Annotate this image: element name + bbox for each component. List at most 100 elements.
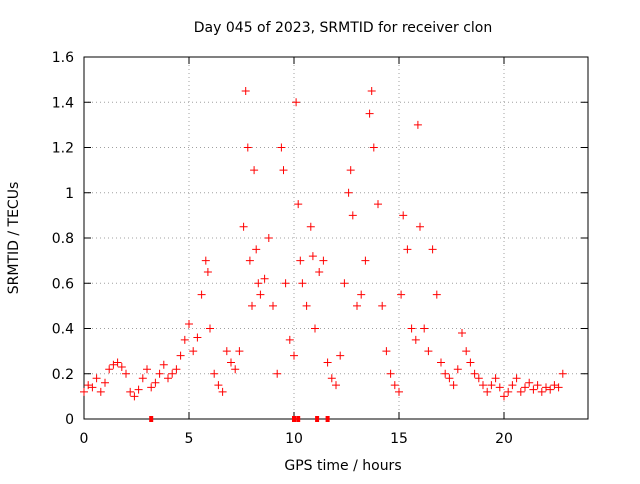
- data-point: [558, 369, 567, 378]
- data-point: [260, 274, 269, 283]
- data-point: [319, 256, 328, 265]
- data-point: [525, 378, 534, 387]
- x-tick-label: 10: [285, 431, 303, 447]
- x-tick-label: 20: [495, 431, 513, 447]
- data-point: [88, 383, 97, 392]
- data-point: [367, 86, 376, 95]
- data-point: [96, 387, 105, 396]
- data-point: [449, 381, 458, 390]
- data-point: [382, 347, 391, 356]
- y-axis-label: SRMTID / TECUs: [6, 182, 22, 295]
- data-point: [397, 290, 406, 299]
- data-point: [222, 347, 231, 356]
- data-point: [159, 360, 168, 369]
- data-point: [281, 279, 290, 288]
- data-point: [193, 333, 202, 342]
- data-point: [437, 358, 445, 367]
- x-axis-label: GPS time / hours: [284, 458, 401, 474]
- data-point: [327, 374, 336, 383]
- data-point: [453, 365, 462, 374]
- data-point: [424, 347, 433, 356]
- data-point: [346, 166, 355, 175]
- data-point: [302, 301, 311, 310]
- x-tick-label: 15: [390, 431, 408, 447]
- data-point: [250, 166, 259, 175]
- data-point: [117, 362, 126, 371]
- data-point: [542, 383, 550, 392]
- data-point: [500, 392, 508, 401]
- data-point: [143, 365, 151, 374]
- data-point: [420, 324, 429, 333]
- data-point: [487, 381, 496, 390]
- data-point: [185, 319, 193, 328]
- data-point: [231, 365, 240, 374]
- axis-ticks: 0 0.2 0.4 0.6 0.8 1 1.2 1.4 1.6 0 5 10 15 20: [52, 50, 588, 447]
- data-point: [279, 166, 288, 175]
- data-point: [256, 290, 265, 299]
- data-point: [348, 211, 357, 220]
- data-point: [277, 143, 286, 152]
- data-point: [432, 290, 441, 299]
- data-point: [248, 301, 256, 310]
- data-point: [386, 369, 395, 378]
- data-point: [390, 381, 399, 390]
- y-tick-label: 0.8: [52, 231, 74, 247]
- data-point: [474, 374, 483, 383]
- x-tick-label: 0: [80, 431, 89, 447]
- data-point: [101, 378, 109, 387]
- baseline-marker: [315, 416, 320, 422]
- data-point: [206, 324, 214, 333]
- data-point: [512, 374, 521, 383]
- data-point: [470, 369, 479, 378]
- data-point: [516, 387, 525, 396]
- data-point: [466, 358, 475, 367]
- data-point: [273, 369, 282, 378]
- data-point: [399, 211, 408, 220]
- data-point: [264, 234, 273, 242]
- data-point: [296, 256, 305, 265]
- data-point: [462, 347, 471, 356]
- data-point: [147, 383, 156, 392]
- chart-title: Day 045 of 2023, SRMTID for receiver clo…: [194, 20, 492, 36]
- data-point: [508, 381, 517, 390]
- data-point: [495, 383, 504, 392]
- data-point: [214, 381, 223, 390]
- data-point: [201, 256, 210, 265]
- x-tick-label: 5: [185, 431, 194, 447]
- data-point: [126, 387, 135, 396]
- data-point: [151, 378, 160, 387]
- y-tick-label: 1.2: [52, 141, 74, 157]
- data-point: [306, 222, 315, 231]
- data-point: [407, 324, 416, 333]
- data-point: [172, 365, 181, 374]
- data-point: [550, 381, 559, 390]
- baseline-markers: [149, 416, 330, 422]
- data-point: [533, 381, 542, 390]
- data-point: [180, 335, 189, 344]
- data-point: [138, 374, 147, 383]
- data-point: [308, 252, 317, 261]
- data-point: [155, 369, 164, 378]
- data-point: [269, 301, 277, 310]
- data-point: [292, 98, 301, 107]
- y-tick-label: 0.2: [52, 367, 74, 383]
- data-point: [84, 381, 93, 390]
- data-point: [416, 222, 424, 231]
- baseline-marker: [292, 416, 296, 422]
- data-point: [285, 335, 294, 344]
- data-point: [168, 369, 177, 378]
- data-point: [441, 369, 450, 378]
- data-point: [189, 347, 198, 356]
- y-tick-label: 0: [65, 412, 74, 428]
- data-point: [122, 369, 130, 378]
- data-point: [413, 120, 422, 129]
- data-point: [491, 374, 500, 383]
- data-point: [395, 387, 403, 396]
- data-point: [428, 245, 437, 254]
- data-point: [374, 200, 382, 209]
- data-point: [403, 245, 412, 254]
- data-point: [332, 381, 340, 390]
- baseline-marker: [149, 416, 154, 422]
